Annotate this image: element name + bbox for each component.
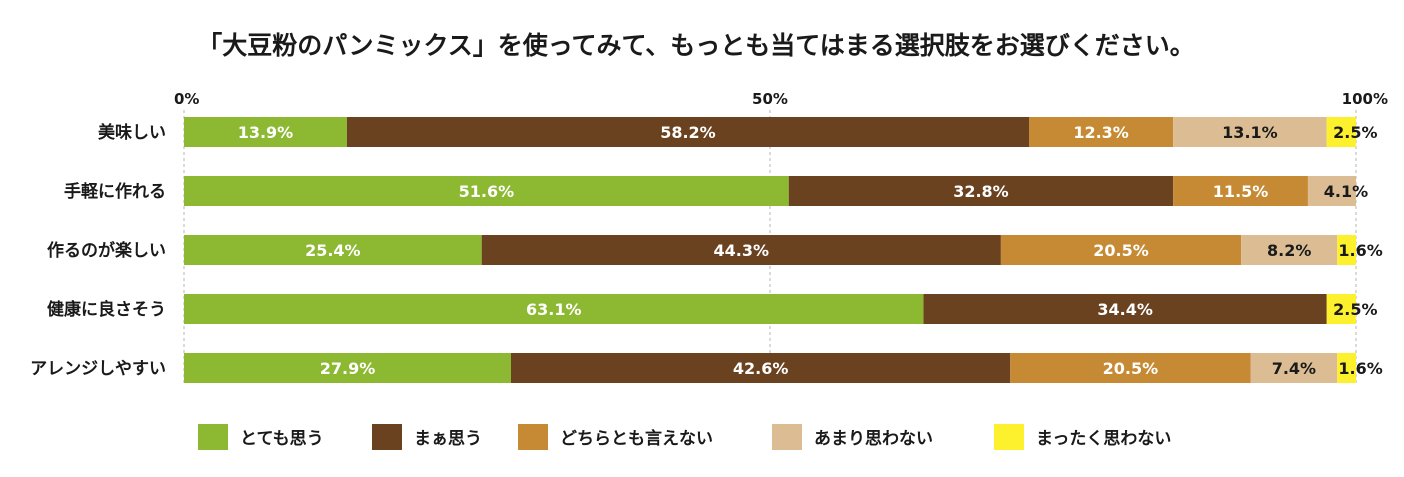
bar-segment — [1326, 117, 1356, 147]
data-label: 27.9% — [320, 359, 376, 378]
bar-segment — [1173, 117, 1327, 147]
chart-title: 「大豆粉のパンミックス」を使ってみて、もっとも当てはまる選択肢をお選びください。 — [197, 31, 1195, 60]
bar-segment — [1173, 176, 1308, 206]
bar-segment — [184, 235, 482, 265]
bar-segment — [1029, 117, 1174, 147]
bar-segment — [1241, 235, 1338, 265]
data-label: 13.9% — [238, 123, 294, 142]
category-label: 美味しい — [98, 122, 166, 143]
data-label: 12.3% — [1073, 123, 1129, 142]
legend-label: まったく思わない — [1036, 429, 1171, 449]
data-label: 20.5% — [1093, 241, 1149, 260]
category-label: 健康に良さそう — [47, 299, 166, 320]
legend-swatch — [772, 424, 802, 450]
legend-swatch — [994, 424, 1024, 450]
data-label: 2.5% — [1333, 300, 1377, 319]
bar-segment — [184, 353, 511, 383]
bar-segment — [923, 294, 1327, 324]
legend-label: あまり思わない — [814, 429, 933, 449]
legend-label: とても思う — [240, 429, 324, 449]
legend-label: どちらとも言えない — [560, 428, 713, 449]
bar-segment — [1337, 353, 1356, 383]
data-label: 1.6% — [1338, 359, 1382, 378]
data-label: 11.5% — [1213, 182, 1269, 201]
legend-swatch — [518, 424, 548, 450]
data-label: 2.5% — [1333, 123, 1377, 142]
data-label: 34.4% — [1097, 300, 1153, 319]
data-label: 20.5% — [1103, 359, 1159, 378]
data-label: 1.6% — [1338, 241, 1382, 260]
x-tick-label: 0% — [174, 90, 199, 108]
bar-segment — [1307, 176, 1356, 206]
x-tick-label: 50% — [752, 90, 788, 108]
data-label: 25.4% — [305, 241, 361, 260]
data-label: 32.8% — [953, 182, 1009, 201]
data-label: 13.1% — [1222, 123, 1278, 142]
bar-segment — [1337, 235, 1356, 265]
x-tick-label: 100% — [1342, 90, 1388, 108]
legend-label: まぁ思う — [414, 429, 482, 449]
legend-swatch — [372, 424, 402, 450]
bar-segment — [1010, 353, 1251, 383]
bar-segment — [481, 235, 1001, 265]
bar-segment — [1326, 294, 1356, 324]
category-label: 作るのが楽しい — [47, 240, 166, 261]
data-label: 58.2% — [660, 123, 716, 142]
data-label: 63.1% — [526, 300, 582, 319]
category-label: 手軽に作れる — [64, 181, 166, 202]
bar-segment — [510, 353, 1011, 383]
data-label: 44.3% — [714, 241, 770, 260]
category-label: アレンジしやすい — [30, 359, 166, 379]
bar-segment — [1250, 353, 1338, 383]
data-label: 4.1% — [1324, 182, 1368, 201]
data-label: 7.4% — [1272, 359, 1316, 378]
bar-segment — [346, 117, 1030, 147]
bar-segment — [1000, 235, 1242, 265]
data-label: 42.6% — [733, 359, 789, 378]
bar-segment — [184, 117, 347, 147]
data-label: 8.2% — [1267, 241, 1311, 260]
bar-segment — [184, 176, 789, 206]
bar-segment — [788, 176, 1174, 206]
legend-swatch — [198, 424, 228, 450]
bar-segment — [184, 294, 924, 324]
data-label: 51.6% — [459, 182, 515, 201]
